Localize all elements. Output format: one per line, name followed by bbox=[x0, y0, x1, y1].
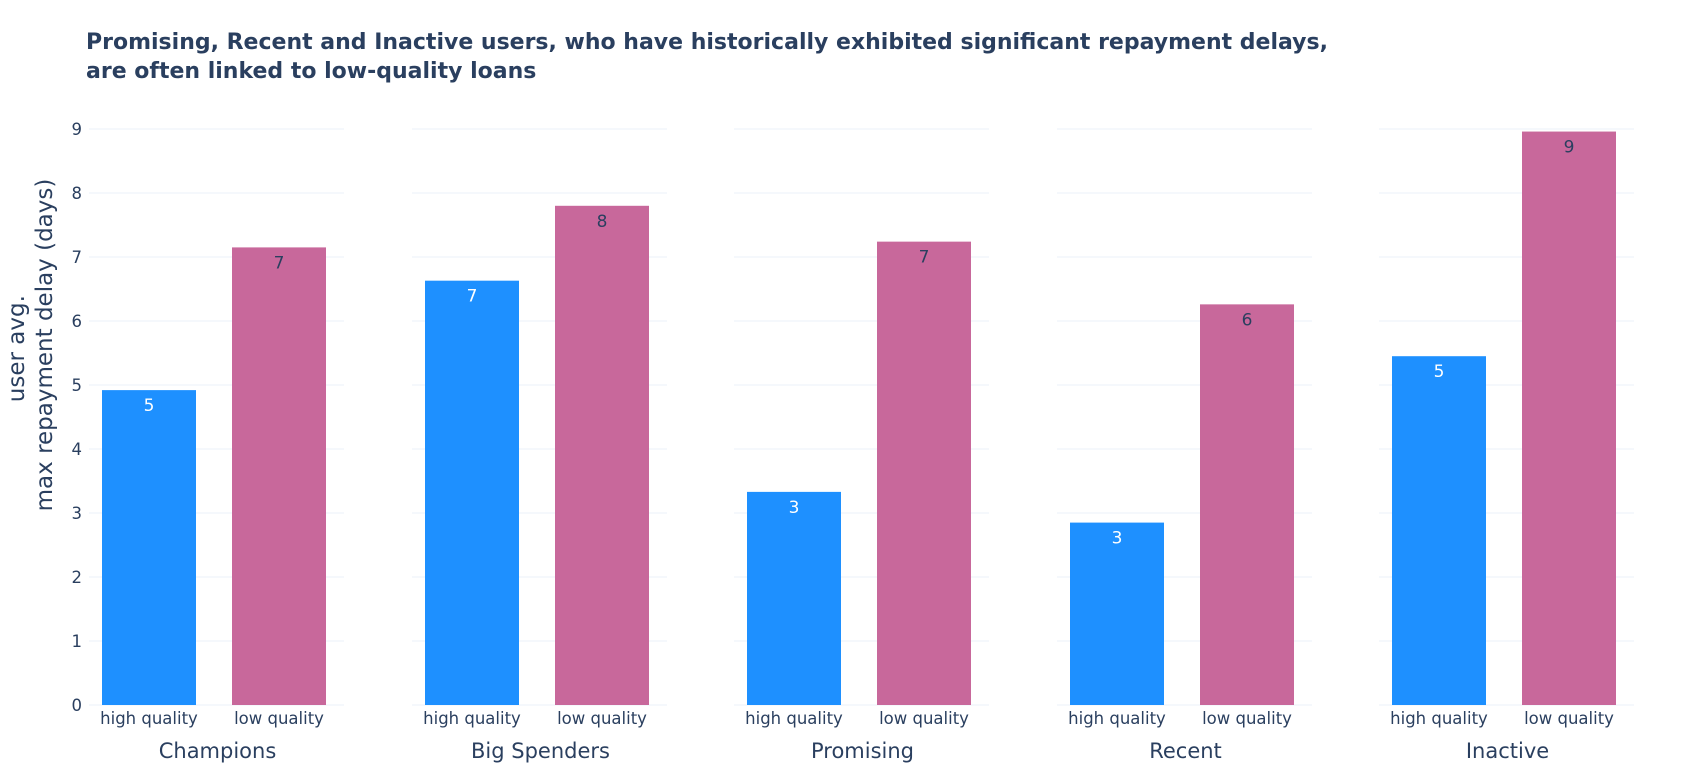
bar-high-quality bbox=[425, 280, 519, 705]
x-tick-label: high quality bbox=[745, 709, 843, 728]
y-tick-label: 8 bbox=[72, 184, 83, 203]
bar-value-label: 8 bbox=[597, 212, 608, 232]
facet-label: Promising bbox=[811, 739, 914, 763]
bar-value-label: 5 bbox=[1434, 362, 1445, 382]
x-tick-label: low quality bbox=[1524, 709, 1614, 728]
y-tick-label: 6 bbox=[72, 312, 83, 331]
bar-low-quality bbox=[232, 247, 326, 705]
bar-value-label: 6 bbox=[1242, 310, 1253, 330]
bar-high-quality bbox=[1392, 356, 1486, 705]
facet-label: Champions bbox=[159, 739, 277, 763]
y-axis: 0 1 2 3 4 5 6 7 8 9 bbox=[72, 120, 83, 715]
bar-high-quality bbox=[102, 390, 196, 705]
facet-label: Inactive bbox=[1466, 739, 1549, 763]
bar-low-quality bbox=[877, 241, 971, 705]
chart-title: Promising, Recent and Inactive users, wh… bbox=[86, 28, 1486, 86]
x-tick-label: low quality bbox=[234, 709, 324, 728]
x-axis: high quality low quality Champions high qua… bbox=[100, 709, 1614, 763]
bar-value-label: 3 bbox=[1112, 529, 1123, 549]
y-tick-label: 2 bbox=[72, 568, 83, 587]
y-tick-label: 3 bbox=[72, 504, 83, 523]
chart-title-line-2: are often linked to low-quality loans bbox=[86, 59, 537, 84]
bar-value-label: 9 bbox=[1564, 138, 1575, 158]
x-tick-label: high quality bbox=[423, 709, 521, 728]
facet-label: Recent bbox=[1149, 739, 1222, 763]
y-tick-label: 9 bbox=[72, 120, 83, 139]
y-axis-label: user avg. max repayment delay (days) bbox=[4, 179, 58, 512]
data-labels: 5 7 7 8 3 7 3 6 5 9 bbox=[144, 138, 1575, 549]
y-axis-label-line-2: max repayment delay (days) bbox=[32, 179, 58, 512]
bar-value-label: 3 bbox=[789, 498, 800, 518]
y-tick-label: 7 bbox=[72, 248, 83, 267]
x-tick-label: high quality bbox=[1390, 709, 1488, 728]
y-tick-label: 4 bbox=[72, 440, 83, 459]
facet-label: Big Spenders bbox=[471, 739, 610, 763]
y-tick-label: 5 bbox=[72, 376, 83, 395]
bar-low-quality bbox=[555, 205, 649, 706]
bar-high-quality bbox=[1070, 522, 1164, 705]
y-tick-label: 0 bbox=[72, 696, 83, 715]
bar-low-quality bbox=[1200, 304, 1294, 705]
chart-title-line-1: Promising, Recent and Inactive users, wh… bbox=[86, 30, 1328, 55]
x-tick-label: low quality bbox=[557, 709, 647, 728]
bar-value-label: 7 bbox=[274, 253, 285, 273]
bar-value-label: 7 bbox=[467, 287, 478, 307]
bar-high-quality bbox=[747, 491, 841, 705]
bar-value-label: 7 bbox=[919, 248, 930, 268]
x-tick-label: high quality bbox=[100, 709, 198, 728]
x-tick-label: low quality bbox=[1202, 709, 1292, 728]
y-axis-label-line-1: user avg. bbox=[4, 295, 30, 402]
y-tick-label: 1 bbox=[72, 632, 83, 651]
bar-low-quality bbox=[1522, 131, 1616, 705]
bar-value-label: 5 bbox=[144, 396, 155, 416]
x-tick-label: low quality bbox=[879, 709, 969, 728]
bars bbox=[102, 131, 1616, 706]
x-tick-label: high quality bbox=[1068, 709, 1166, 728]
